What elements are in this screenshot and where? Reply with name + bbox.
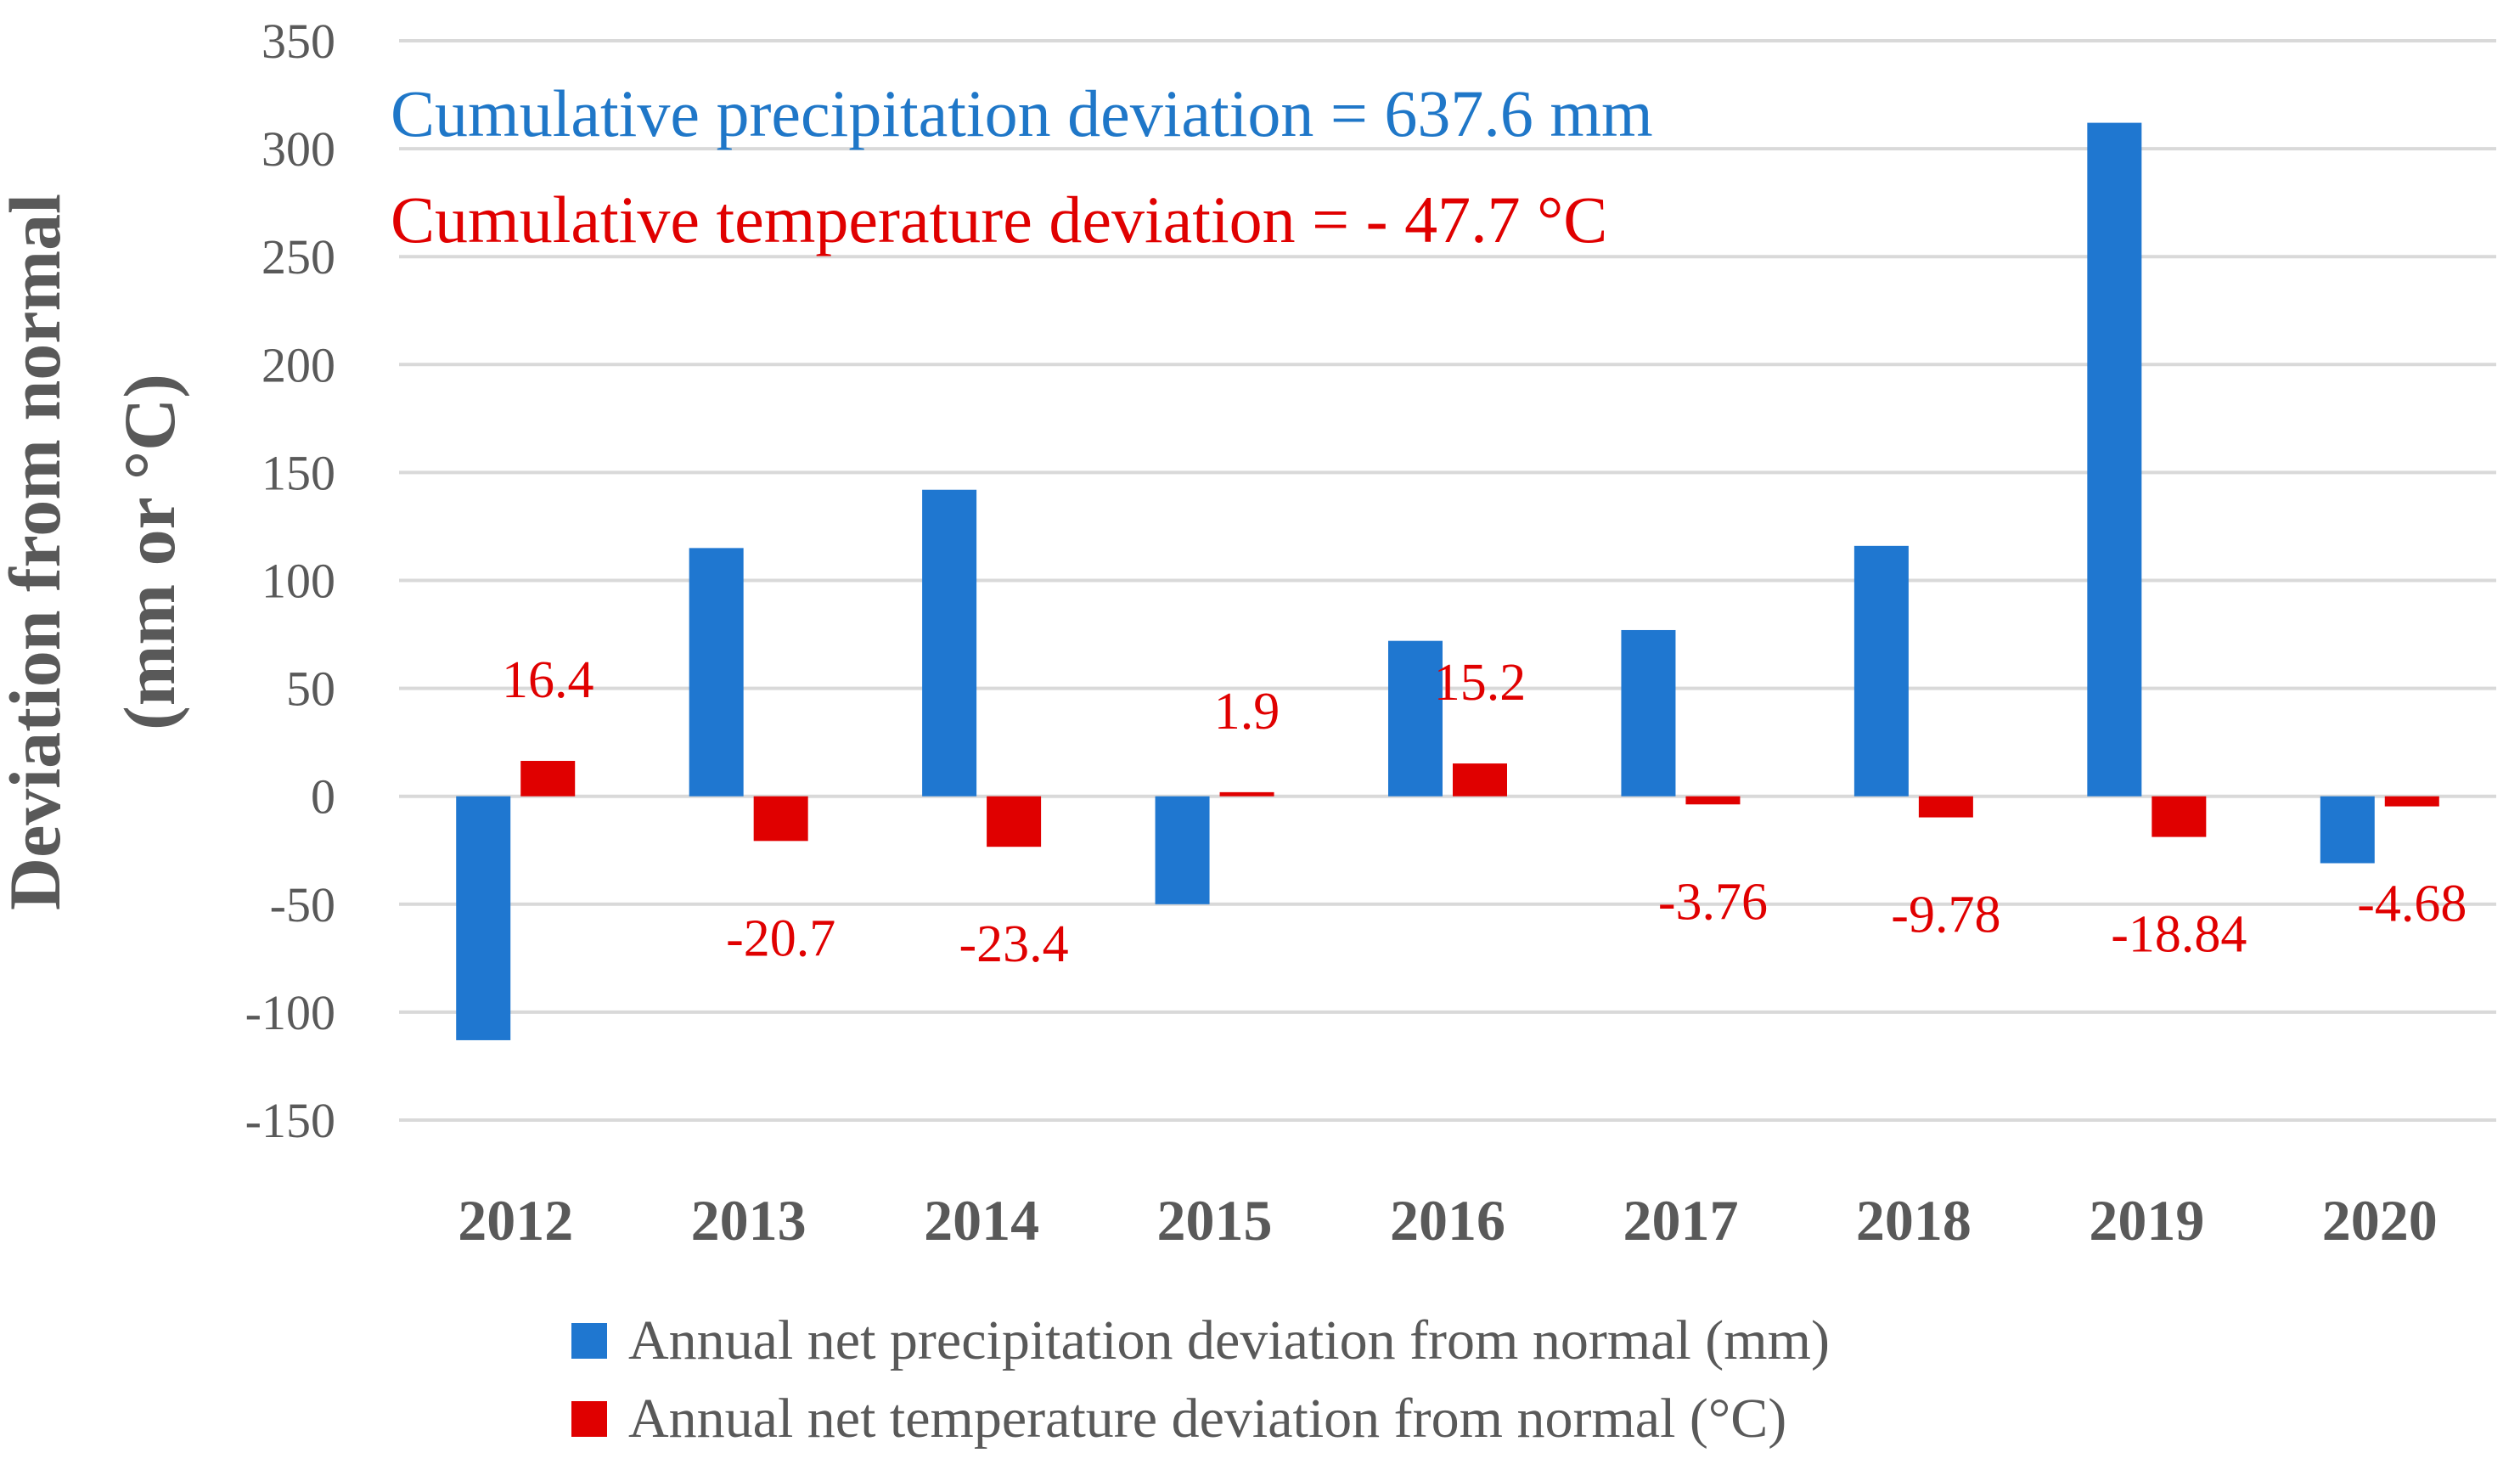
x-category-label: 2012 xyxy=(458,1188,573,1253)
data-label-temperature: 15.2 xyxy=(1434,654,1527,712)
bar-temperature xyxy=(753,796,808,842)
data-label-temperature: -3.76 xyxy=(1658,873,1768,931)
bars xyxy=(456,122,2439,1040)
x-category-label: 2016 xyxy=(1390,1188,1505,1253)
bar-temperature xyxy=(1453,763,1507,797)
y-axis-title: Deviation from normal (mm or °C) xyxy=(0,194,190,910)
bar-precipitation xyxy=(1853,545,1909,797)
y-tick-label: 300 xyxy=(262,121,335,177)
y-tick-label: -50 xyxy=(270,877,335,932)
data-label-temperature: -4.68 xyxy=(2357,876,2467,933)
y-tick-label: -150 xyxy=(245,1093,335,1148)
x-axis-categories: 2012 2013 2014 2015 2016 2017 2018 2019 2020 xyxy=(458,1188,2438,1253)
data-label-temperature: 1.9 xyxy=(1214,683,1280,740)
legend-label-temperature: Annual net temperature deviation from no… xyxy=(628,1388,1786,1450)
bar-precipitation xyxy=(689,548,744,797)
gridlines xyxy=(399,39,2496,1122)
legend: Annual net precipitation deviation from … xyxy=(571,1309,1830,1450)
y-tick-label: -100 xyxy=(245,985,335,1040)
data-label-temperature: -20.7 xyxy=(726,909,835,967)
legend-swatch-temperature xyxy=(571,1401,607,1437)
y-tick-label: 50 xyxy=(286,662,335,717)
x-category-label: 2013 xyxy=(691,1188,807,1253)
y-axis-title-line1: Deviation from normal xyxy=(0,194,76,910)
bar-temperature xyxy=(1219,791,1274,797)
y-axis-ticks: -150 -100 -50 0 50 100 150 200 250 300 350 xyxy=(245,14,335,1148)
data-label-temperature: 16.4 xyxy=(502,651,594,709)
bar-precipitation xyxy=(2087,122,2142,797)
data-label-temperature: -23.4 xyxy=(959,915,1069,973)
annotation-temperature: Cumulative temperature deviation = - 47.… xyxy=(391,183,1607,256)
legend-item-temperature: Annual net temperature deviation from no… xyxy=(571,1388,1786,1450)
x-category-label: 2019 xyxy=(2089,1188,2204,1253)
bar-temperature xyxy=(520,761,576,797)
x-category-label: 2018 xyxy=(1856,1188,1972,1253)
annotation-precipitation: Cumulative precipitation deviation = 637… xyxy=(391,76,1653,150)
bar-precipitation xyxy=(1621,629,1676,797)
x-category-label: 2017 xyxy=(1623,1188,1738,1253)
x-category-label: 2015 xyxy=(1157,1188,1273,1253)
data-label-temperature: -18.84 xyxy=(2111,906,2247,964)
y-tick-label: 150 xyxy=(262,445,335,500)
bar-temperature xyxy=(2152,796,2207,837)
bar-temperature xyxy=(1918,796,1973,818)
y-tick-label: 250 xyxy=(262,229,335,284)
y-tick-label: 0 xyxy=(311,769,335,825)
data-label-temperature: -9.78 xyxy=(1891,887,2000,944)
y-tick-label: 200 xyxy=(262,337,335,392)
bar-precipitation xyxy=(456,796,511,1040)
y-axis-title-line2: (mm or °C) xyxy=(109,374,190,730)
bar-precipitation xyxy=(1388,640,1443,797)
bar-temperature xyxy=(1685,796,1741,805)
bar-temperature xyxy=(987,796,1042,847)
x-category-label: 2020 xyxy=(2322,1188,2438,1253)
bar-precipitation xyxy=(1155,796,1210,904)
y-tick-label: 350 xyxy=(262,14,335,69)
bar-precipitation xyxy=(2320,796,2375,864)
y-tick-label: 100 xyxy=(262,554,335,609)
data-labels: 16.4 -20.7 -23.4 1.9 15.2 -3.76 -9.78 -18.84 -4.… xyxy=(502,651,2467,973)
x-category-label: 2014 xyxy=(924,1188,1039,1253)
legend-item-precipitation: Annual net precipitation deviation from … xyxy=(571,1309,1830,1371)
bar-temperature xyxy=(2384,796,2439,807)
legend-swatch-precipitation xyxy=(571,1323,607,1359)
bar-precipitation xyxy=(922,489,977,797)
legend-label-precipitation: Annual net precipitation deviation from … xyxy=(628,1309,1830,1371)
